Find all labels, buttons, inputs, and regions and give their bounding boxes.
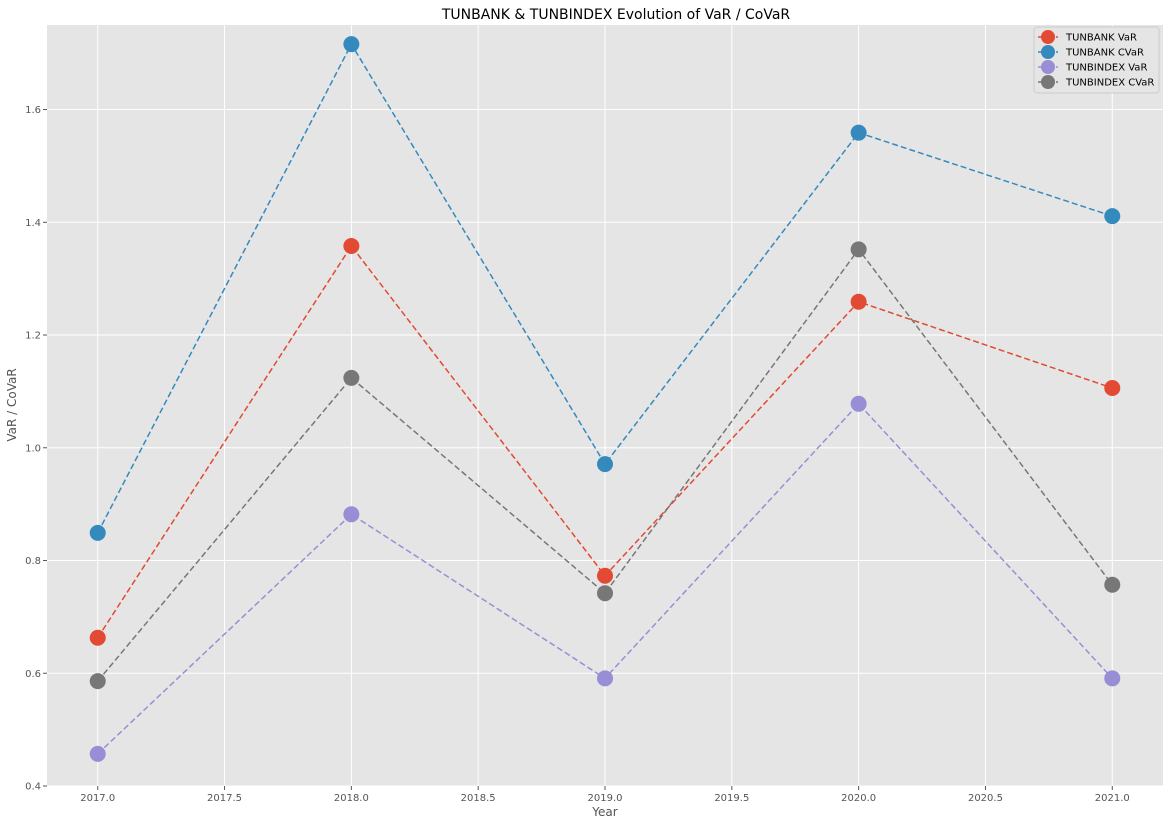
data-point-tunbindex-var [1104, 670, 1121, 687]
x-tick-label: 2020.5 [968, 793, 1003, 804]
legend-marker-tunbank-var [1041, 30, 1055, 44]
data-point-tunbank-var [850, 293, 867, 310]
x-tick-label: 2018.0 [334, 793, 369, 804]
x-tick-label: 2021.0 [1095, 793, 1130, 804]
legend-marker-tunbank-cvar [1041, 45, 1055, 59]
series-line-tunbindex-cvar [97, 248, 1113, 682]
x-tick-label: 2019.0 [588, 793, 623, 804]
data-point-tunbank-cvar [850, 124, 867, 141]
y-tick-label: 1.2 [25, 331, 41, 342]
data-point-tunbindex-cvar [850, 241, 867, 258]
x-axis-label: Year [591, 805, 617, 819]
x-tick-label: 2020.0 [841, 793, 876, 804]
y-tick-label: 1.4 [25, 218, 41, 229]
data-point-tunbindex-cvar [597, 585, 613, 602]
x-tick-label: 2017.5 [207, 793, 242, 804]
data-point-tunbank-var [1104, 380, 1121, 397]
data-point-tunbindex-var [89, 745, 106, 762]
data-point-tunbank-cvar [597, 456, 613, 473]
data-point-tunbank-var [343, 237, 360, 254]
data-point-tunbank-var [89, 629, 106, 646]
y-axis-ticks: 0.4 0.6 0.8 1.0 1.2 1.4 1.6 [25, 105, 47, 793]
data-point-tunbindex-cvar [89, 673, 106, 690]
legend: TUNBANK VaR TUNBANK CVaR TUNBINDEX VaR TUNB… [1033, 26, 1160, 94]
y-tick-label: 1.0 [25, 443, 41, 454]
y-tick-label: 1.6 [25, 105, 41, 116]
series-layer [89, 36, 1121, 762]
data-point-tunbank-cvar [343, 36, 360, 53]
y-tick-label: 0.4 [25, 782, 41, 793]
x-axis-ticks: 2017.0 2017.5 2018.0 2018.5 2019.0 2019.5 2020… [80, 786, 1130, 804]
data-point-tunbank-var [597, 567, 613, 584]
x-tick-label: 2017.0 [80, 793, 115, 804]
y-tick-label: 0.8 [25, 556, 41, 567]
data-point-tunbindex-cvar [1104, 576, 1121, 593]
y-tick-label: 0.6 [25, 669, 41, 680]
x-tick-label: 2018.5 [461, 793, 496, 804]
y-axis-label: VaR / CoVaR [5, 368, 19, 441]
data-point-tunbindex-cvar [343, 369, 360, 386]
legend-marker-tunbindex-cvar [1041, 75, 1055, 89]
legend-label-tunbindex-cvar: TUNBINDEX CVaR [1065, 78, 1154, 89]
legend-label-tunbank-var: TUNBANK VaR [1065, 33, 1137, 44]
data-point-tunbindex-var [597, 670, 613, 687]
data-point-tunbindex-var [343, 506, 360, 523]
data-point-tunbank-cvar [89, 524, 106, 541]
data-point-tunbindex-var [850, 395, 867, 412]
legend-marker-tunbindex-var [1041, 60, 1055, 74]
x-tick-label: 2019.5 [714, 793, 749, 804]
legend-label-tunbindex-var: TUNBINDEX VaR [1065, 63, 1147, 74]
chart-title: TUNBANK & TUNBINDEX Evolution of VaR / C… [441, 7, 791, 23]
legend-box [1033, 26, 1160, 94]
data-point-tunbank-cvar [1104, 208, 1121, 225]
legend-label-tunbank-cvar: TUNBANK CVaR [1065, 48, 1144, 59]
